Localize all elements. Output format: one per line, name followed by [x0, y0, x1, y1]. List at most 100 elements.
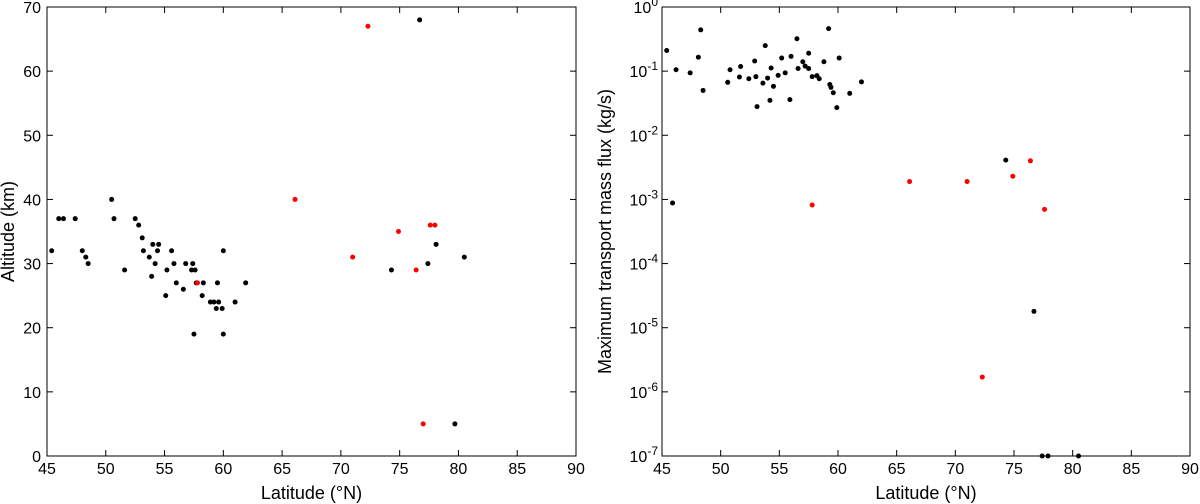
data-point: [1031, 308, 1037, 314]
data-point: [243, 280, 249, 286]
x-tick-label: 50: [712, 461, 730, 478]
plot-frame: [661, 6, 1191, 457]
x-tick-label: 85: [1122, 461, 1140, 478]
y-tick-label: 20: [23, 321, 41, 338]
data-point: [199, 293, 205, 299]
series-1: [664, 26, 1082, 459]
chart-panel-2: 45 50 55 60 65 70 75 80 85 90 10-7 10-6 10-5 10-4 10-3…: [595, 0, 1199, 503]
data-point: [779, 55, 785, 61]
x-tick-label: 90: [567, 461, 585, 478]
x-tick-label: 60: [214, 461, 232, 478]
data-point: [132, 216, 138, 222]
x-tick-label: 60: [829, 461, 847, 478]
x-tick-label: 80: [450, 461, 468, 478]
data-point: [698, 27, 704, 33]
data-point: [49, 248, 55, 254]
data-point: [79, 248, 85, 254]
data-point: [183, 261, 189, 267]
data-point: [1045, 453, 1051, 459]
x-axis-title: Latitude (°N): [261, 483, 362, 503]
data-point: [847, 90, 853, 96]
data-point: [292, 196, 298, 202]
data-point: [687, 70, 693, 76]
data-point: [72, 216, 78, 222]
data-point: [1042, 206, 1048, 212]
data-point: [809, 74, 815, 80]
data-point: [83, 254, 89, 260]
data-point: [139, 235, 145, 241]
y-tick-label: 30: [23, 257, 41, 274]
data-point: [753, 74, 759, 80]
data-point: [152, 261, 158, 267]
data-point: [164, 267, 170, 273]
data-point: [220, 331, 226, 337]
data-point: [800, 59, 806, 65]
data-point: [802, 63, 808, 69]
data-point: [214, 280, 220, 286]
data-point: [834, 105, 840, 111]
x-axis-title: Latitude (°N): [875, 483, 976, 503]
x-tick-label: 75: [1005, 461, 1023, 478]
data-point: [1027, 158, 1033, 164]
data-point: [787, 97, 793, 103]
data-point: [220, 248, 226, 254]
x-tick-label: 55: [156, 461, 174, 478]
data-point: [122, 267, 128, 273]
data-point: [146, 254, 152, 260]
x-tick-label: 45: [38, 461, 56, 478]
y-axis-title: Altitude (km): [0, 181, 18, 282]
x-tick-label: 75: [391, 461, 409, 478]
y-tick-label: 70: [23, 0, 41, 17]
data-point: [1076, 453, 1082, 459]
y-tick-label: 10-3: [630, 187, 659, 209]
data-point: [858, 79, 864, 85]
data-point: [809, 202, 815, 208]
data-point: [156, 241, 162, 247]
data-point: [207, 299, 213, 305]
data-point: [775, 72, 781, 78]
data-point: [420, 421, 426, 427]
chart-panel-1: 45 50 55 60 65 70 75 80 85 90 0 10 20 30 40 50 60 70 Latit…: [0, 0, 585, 503]
y-tick-label: 0: [32, 449, 41, 466]
data-point: [85, 261, 91, 267]
data-point: [782, 70, 788, 76]
data-point: [1039, 453, 1045, 459]
data-point: [173, 280, 179, 286]
y-tick-label: 10-2: [630, 123, 659, 145]
x-tick-label: 65: [273, 461, 291, 478]
data-point: [754, 104, 760, 110]
data-point: [56, 216, 62, 222]
data-point: [826, 26, 832, 32]
y-tick-label: 10: [23, 385, 41, 402]
data-point: [664, 47, 670, 53]
y-tick-label: 10-4: [630, 252, 659, 274]
data-point: [760, 80, 766, 86]
data-point: [180, 286, 186, 292]
data-point: [417, 17, 423, 23]
data-point: [169, 248, 175, 254]
y-tick-label: 100: [634, 0, 659, 17]
data-point: [150, 241, 156, 247]
y-tick-label: 10-7: [630, 444, 659, 466]
data-point: [1003, 157, 1009, 163]
data-point: [830, 90, 836, 96]
data-point: [111, 216, 117, 222]
data-point: [979, 374, 985, 380]
data-point: [192, 267, 198, 273]
x-tick-label: 80: [1064, 461, 1082, 478]
data-point: [964, 179, 970, 185]
data-point: [794, 36, 800, 42]
data-point: [427, 222, 433, 228]
data-point: [727, 67, 733, 73]
data-point: [232, 299, 238, 305]
x-tick-label: 70: [946, 461, 964, 478]
data-point: [770, 83, 776, 89]
data-point: [211, 299, 217, 305]
data-point: [425, 261, 431, 267]
data-point: [762, 43, 768, 49]
x-tick-label: 70: [332, 461, 350, 478]
data-point: [395, 229, 401, 234]
data-point: [190, 261, 196, 267]
data-point: [768, 65, 774, 71]
data-point: [836, 55, 842, 61]
